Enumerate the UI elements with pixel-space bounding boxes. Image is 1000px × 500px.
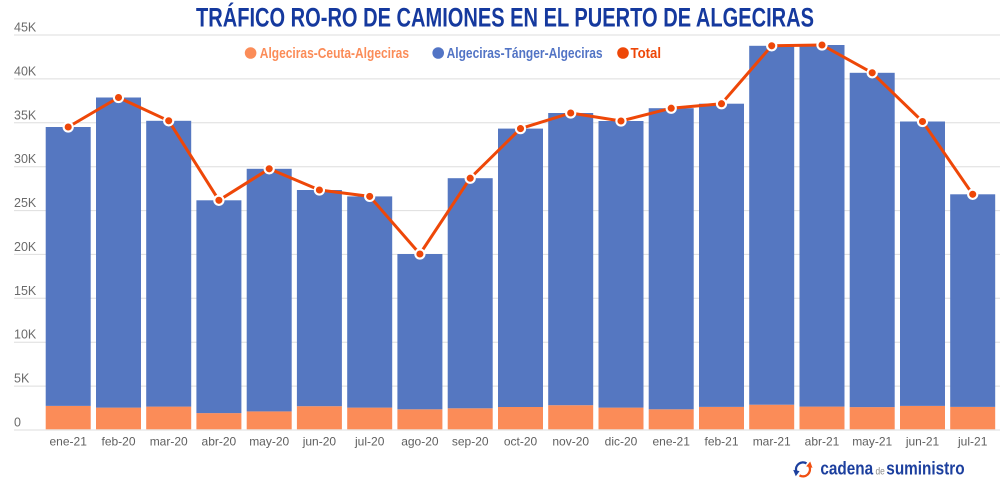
svg-text:Algeciras-Ceuta-Algeciras: Algeciras-Ceuta-Algeciras [260, 45, 409, 62]
svg-text:15K: 15K [14, 284, 37, 298]
svg-text:10K: 10K [14, 328, 37, 342]
svg-text:40K: 40K [14, 64, 37, 78]
svg-text:ene-21: ene-21 [653, 435, 691, 449]
svg-text:ago-20: ago-20 [401, 435, 439, 449]
svg-text:0: 0 [14, 416, 21, 430]
svg-text:25K: 25K [14, 196, 37, 210]
svg-text:oct-20: oct-20 [504, 435, 538, 449]
svg-text:jun-21: jun-21 [905, 435, 940, 449]
svg-text:Algeciras-Tánger-Algeciras: Algeciras-Tánger-Algeciras [447, 45, 603, 62]
svg-text:nov-20: nov-20 [552, 435, 589, 449]
svg-text:sep-20: sep-20 [452, 435, 489, 449]
svg-text:may-21: may-21 [852, 435, 892, 449]
svg-text:cadena: cadena [820, 458, 874, 478]
svg-text:35K: 35K [14, 108, 37, 122]
svg-text:jul-21: jul-21 [957, 435, 988, 449]
svg-text:45K: 45K [14, 21, 37, 35]
svg-text:feb-21: feb-21 [704, 435, 738, 449]
svg-text:dic-20: dic-20 [605, 435, 638, 449]
svg-text:20K: 20K [14, 240, 37, 254]
svg-text:suministro: suministro [886, 458, 964, 478]
svg-text:ene-21: ene-21 [50, 435, 88, 449]
svg-text:feb-20: feb-20 [101, 435, 135, 449]
svg-text:TRÁFICO RO-RO DE CAMIONES EN E: TRÁFICO RO-RO DE CAMIONES EN EL PUERTO D… [196, 3, 814, 33]
svg-text:mar-20: mar-20 [150, 435, 188, 449]
svg-text:may-20: may-20 [249, 435, 289, 449]
svg-text:abr-21: abr-21 [805, 435, 840, 449]
svg-text:abr-20: abr-20 [202, 435, 237, 449]
svg-text:de: de [876, 466, 886, 477]
svg-text:30K: 30K [14, 152, 37, 166]
svg-text:5K: 5K [14, 372, 30, 386]
svg-text:jun-20: jun-20 [302, 435, 337, 449]
svg-text:Total: Total [631, 45, 662, 62]
svg-text:mar-21: mar-21 [753, 435, 791, 449]
svg-text:jul-20: jul-20 [354, 435, 385, 449]
